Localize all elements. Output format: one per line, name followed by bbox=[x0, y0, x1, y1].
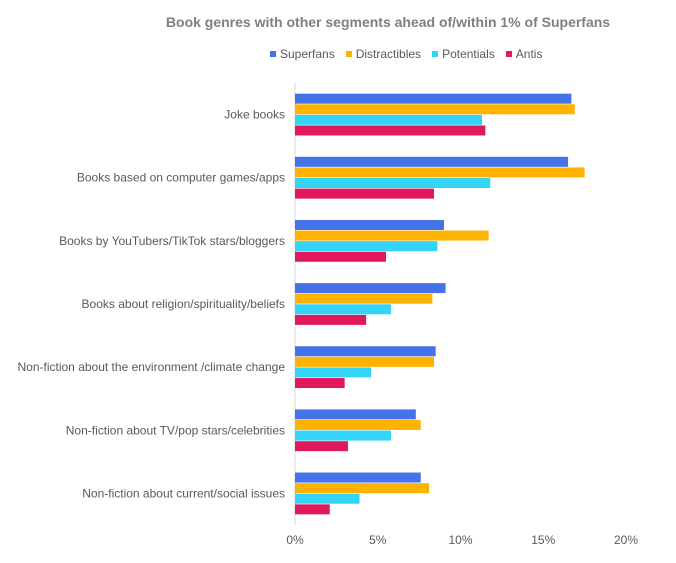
category-label: Non-fiction about the environment /clima… bbox=[18, 360, 286, 374]
legend-swatch bbox=[270, 51, 276, 57]
bar-distractibles bbox=[295, 167, 585, 178]
bar-potentials bbox=[295, 304, 391, 315]
x-tick-label: 20% bbox=[614, 533, 638, 547]
bar-superfans bbox=[295, 472, 421, 483]
x-tick-label: 15% bbox=[531, 533, 555, 547]
category-label: Non-fiction about current/social issues bbox=[82, 486, 285, 500]
bar-distractibles bbox=[295, 230, 489, 241]
bar-antis bbox=[295, 251, 387, 262]
bar-antis bbox=[295, 378, 345, 389]
legend-item-antis: Antis bbox=[505, 47, 543, 61]
bar-potentials bbox=[295, 178, 491, 189]
bar-superfans bbox=[295, 219, 444, 230]
bar-potentials bbox=[295, 367, 372, 378]
legend-item-superfans: Superfans bbox=[270, 47, 335, 61]
bar-distractibles bbox=[295, 483, 430, 494]
bar-superfans bbox=[295, 156, 569, 167]
chart-title: Book genres with other segments ahead of… bbox=[165, 14, 611, 30]
legend-item-distractibles: Distractibles bbox=[345, 47, 422, 61]
legend-label: Potentials bbox=[442, 47, 495, 61]
bar-antis bbox=[295, 125, 486, 136]
bar-antis bbox=[295, 441, 348, 452]
legend-label: Antis bbox=[515, 47, 543, 61]
x-tick-label: 10% bbox=[448, 533, 472, 547]
bar-distractibles bbox=[295, 104, 575, 115]
bar-superfans bbox=[295, 409, 416, 420]
x-tick-label: 5% bbox=[369, 533, 387, 547]
category-label: Non-fiction about TV/pop stars/celebriti… bbox=[66, 423, 285, 437]
bar-distractibles bbox=[295, 356, 435, 367]
category-label: Joke books bbox=[224, 108, 285, 122]
legend-item-potentials: Potentials bbox=[432, 47, 495, 61]
bar-superfans bbox=[295, 93, 572, 104]
category-label: Books based on computer games/apps bbox=[77, 171, 285, 185]
legend-swatch bbox=[432, 51, 439, 57]
bar-antis bbox=[295, 504, 330, 515]
bar-potentials bbox=[295, 241, 438, 252]
category-label: Books by YouTubers/TikTok stars/bloggers bbox=[59, 234, 285, 248]
bar-potentials bbox=[295, 493, 360, 504]
legend-label: Distractibles bbox=[355, 47, 422, 61]
legend-swatch bbox=[345, 51, 352, 57]
bar-distractibles bbox=[295, 293, 433, 304]
legend-swatch bbox=[505, 51, 512, 57]
bar-antis bbox=[295, 188, 435, 199]
legend: Superfans Distractibles Potentials Antis bbox=[270, 47, 542, 61]
bar-potentials bbox=[295, 114, 483, 125]
category-label: Books about religion/spirituality/belief… bbox=[82, 297, 285, 311]
x-tick-label: 0% bbox=[286, 533, 304, 547]
bar-antis bbox=[295, 314, 367, 325]
bar-distractibles bbox=[295, 419, 421, 430]
legend-label: Superfans bbox=[280, 47, 335, 61]
bar-superfans bbox=[295, 283, 446, 294]
bar-superfans bbox=[295, 346, 436, 357]
bar-potentials bbox=[295, 430, 391, 441]
